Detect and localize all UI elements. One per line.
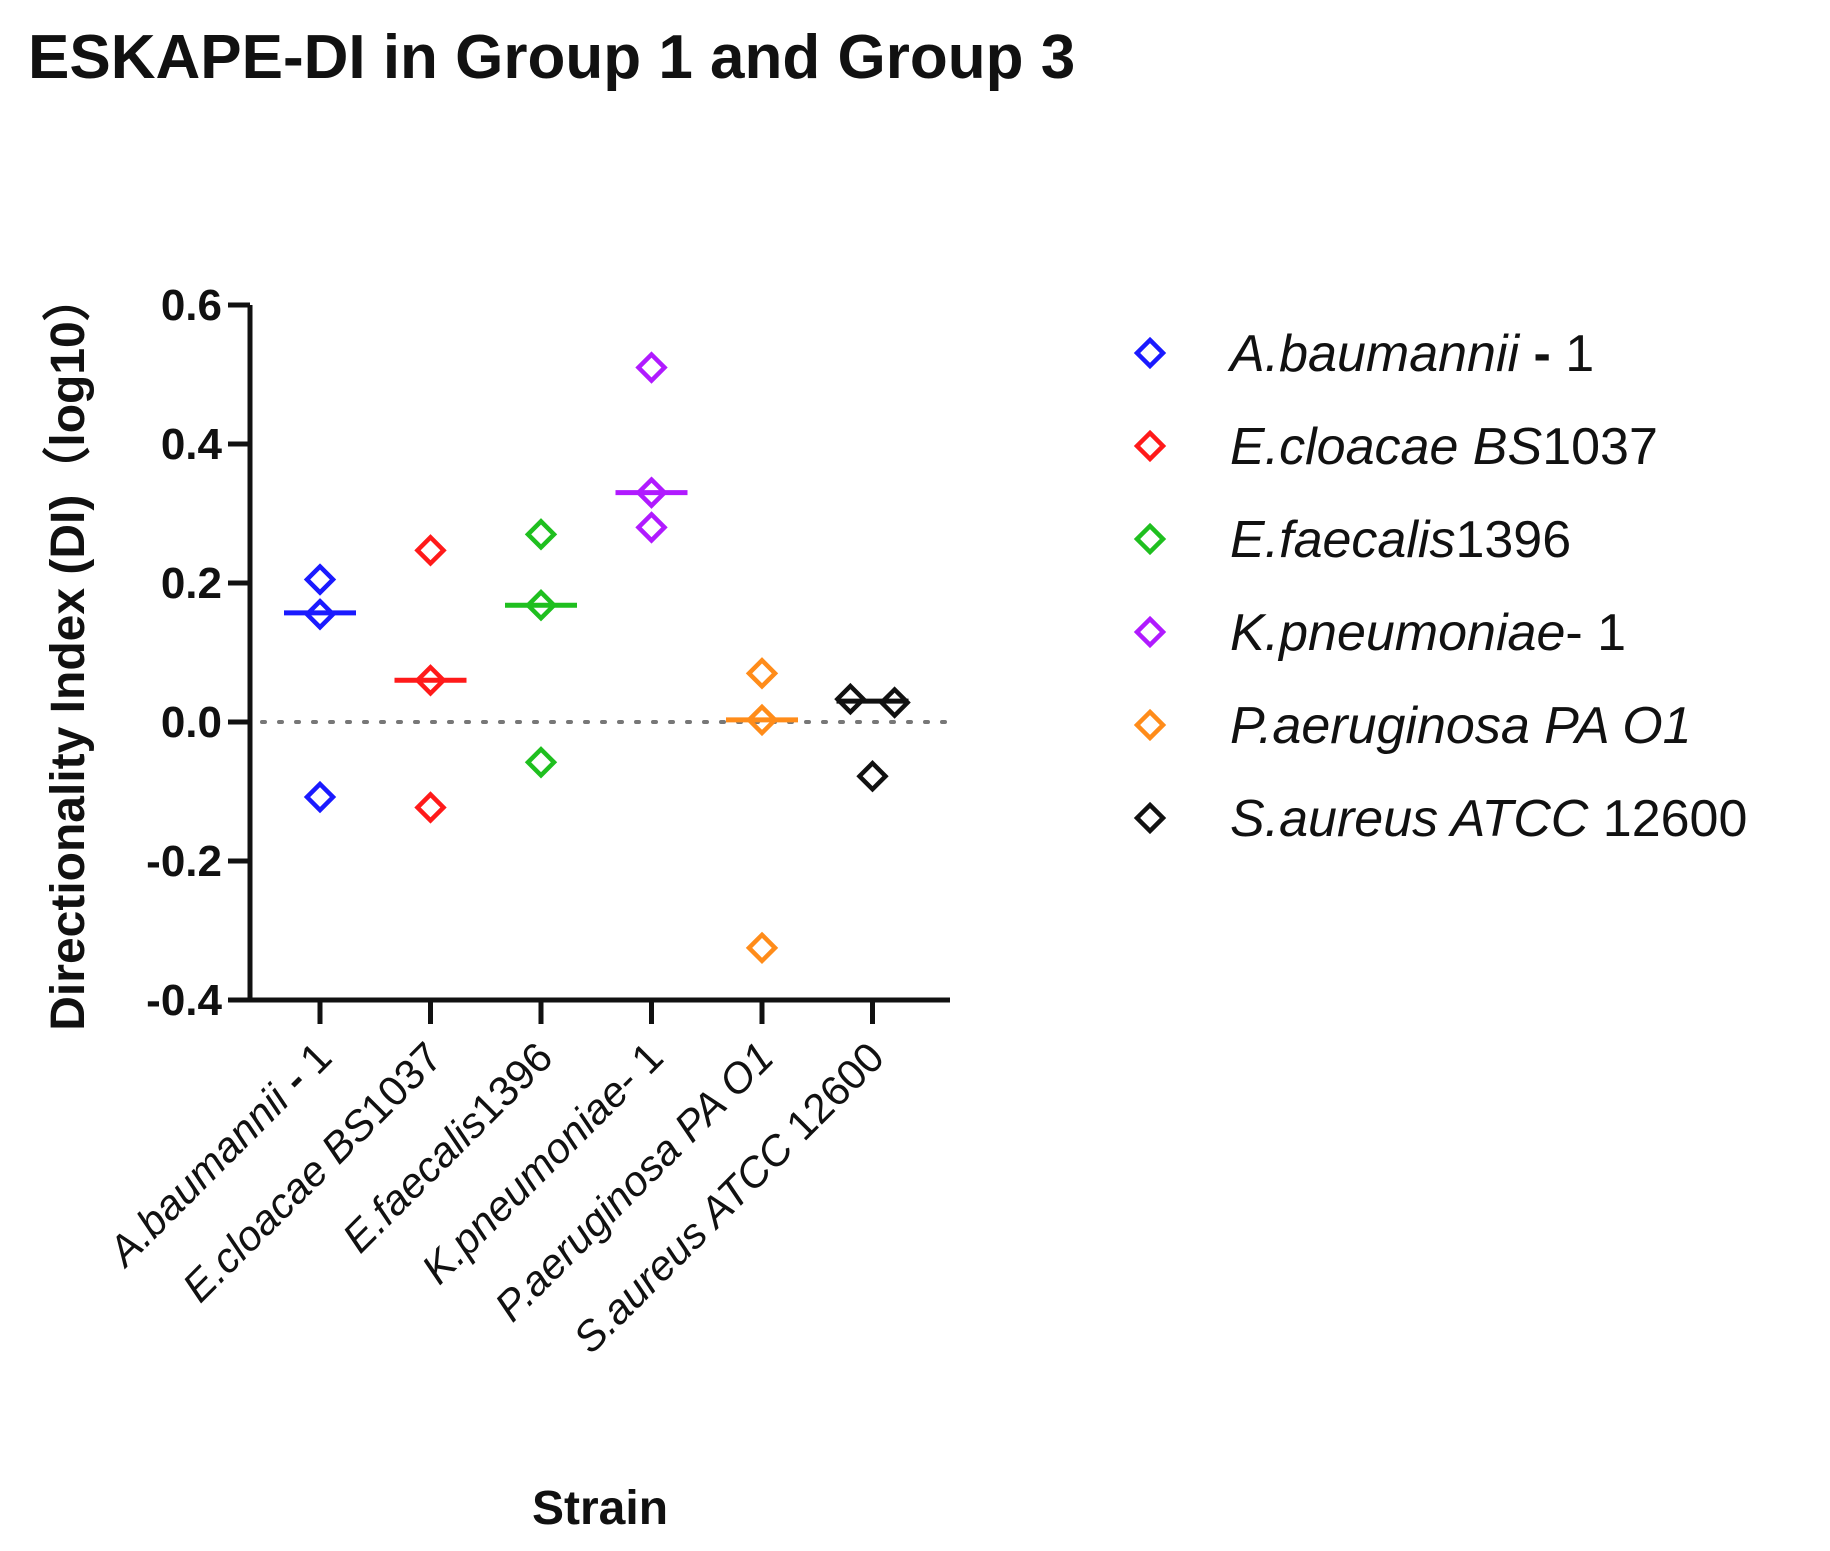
data-point: [635, 511, 668, 544]
data-point: [745, 657, 779, 690]
legend-label: P.aeruginosa PA O1: [1230, 697, 1692, 755]
data-point: [745, 931, 779, 965]
x-ticks: A.baumannii - 1E.cloacae BS1037E.faecali…: [97, 1000, 893, 1362]
data-point: [524, 518, 558, 551]
legend-label: E.cloacae BS1037: [1230, 418, 1658, 476]
data-point: [834, 682, 867, 716]
legend-label-part: 1: [1565, 325, 1594, 383]
y-tick-label: -0.2: [146, 837, 222, 886]
x-tick-label-part: E.cloacae BS: [173, 1099, 385, 1311]
x-axis-title: Strain: [532, 1482, 668, 1535]
legend-marker: [1133, 522, 1167, 556]
legend-label-part: A.baumannii: [1227, 325, 1521, 383]
y-tick-label: -0.4: [146, 976, 222, 1025]
data-point: [635, 351, 668, 384]
y-tick-label: 0.0: [161, 698, 222, 747]
series-group: [284, 563, 356, 814]
series-group: [505, 518, 577, 779]
series-group: [834, 682, 911, 793]
legend-label-part: P.aeruginosa PA O1: [1230, 697, 1692, 755]
legend-label: K.pneumoniae- 1: [1230, 604, 1626, 662]
data-point: [303, 780, 337, 814]
data-point: [303, 598, 337, 631]
axes-layer: [247, 305, 950, 1003]
y-axis-title: Directionality Index (DI)（log10）: [42, 273, 95, 1030]
legend-label-part: K.pneumoniae: [1230, 604, 1565, 662]
legend-item: A.baumannii - 1: [1133, 325, 1594, 383]
series-group: [726, 657, 798, 965]
legend-item: E.cloacae BS1037: [1133, 418, 1658, 476]
legend-item: P.aeruginosa PA O1: [1133, 697, 1692, 755]
legend-label-part: E.cloacae BS: [1230, 418, 1542, 476]
y-tick-label: 0.6: [161, 281, 222, 330]
legend-item: E.faecalis1396: [1133, 511, 1571, 569]
legend-marker: [1133, 336, 1167, 370]
legend-label-part: -: [1519, 325, 1565, 383]
data-point: [524, 589, 558, 622]
legend-label-part: 1037: [1542, 418, 1658, 476]
y-tick-label: 0.4: [161, 420, 223, 469]
data-marks: [284, 351, 911, 965]
data-point: [856, 760, 889, 793]
legend-marker: [1133, 708, 1167, 742]
legend-label: S.aureus ATCC 12600: [1230, 790, 1747, 848]
legend-label: E.faecalis1396: [1230, 511, 1571, 569]
series-group: [394, 534, 467, 824]
data-point: [303, 563, 337, 596]
legend-label-part: E.faecalis: [1230, 511, 1455, 569]
data-point: [878, 686, 911, 719]
legend-label-part: 1396: [1455, 511, 1571, 569]
chart-title: ESKAPE-DI in Group 1 and Group 3: [28, 23, 1076, 92]
legend: A.baumannii - 1 E.cloacae BS1037 E.faecali…: [1133, 325, 1747, 848]
y-ticks: 0.6 0.4 0.2 0.0 -0.2 -0.4: [146, 281, 250, 1025]
legend-label-part: 12600: [1588, 790, 1747, 848]
data-point: [414, 791, 447, 824]
legend-marker: [1133, 801, 1167, 835]
data-point: [414, 534, 447, 567]
legend-item: K.pneumoniae- 1: [1133, 604, 1626, 662]
y-tick-label: 0.2: [161, 559, 222, 608]
series-group: [615, 351, 688, 544]
data-point: [635, 476, 668, 509]
legend-label-part: S.aureus ATCC: [1230, 790, 1589, 848]
data-point: [524, 746, 558, 779]
x-tick-label-part: 12600: [769, 1033, 893, 1157]
data-point: [414, 664, 447, 697]
legend-label: A.baumannii - 1: [1227, 325, 1594, 383]
legend-marker: [1133, 429, 1167, 463]
legend-item: S.aureus ATCC 12600: [1133, 790, 1747, 848]
legend-label-part: - 1: [1565, 604, 1626, 662]
data-point: [745, 703, 779, 737]
legend-marker: [1133, 615, 1167, 649]
